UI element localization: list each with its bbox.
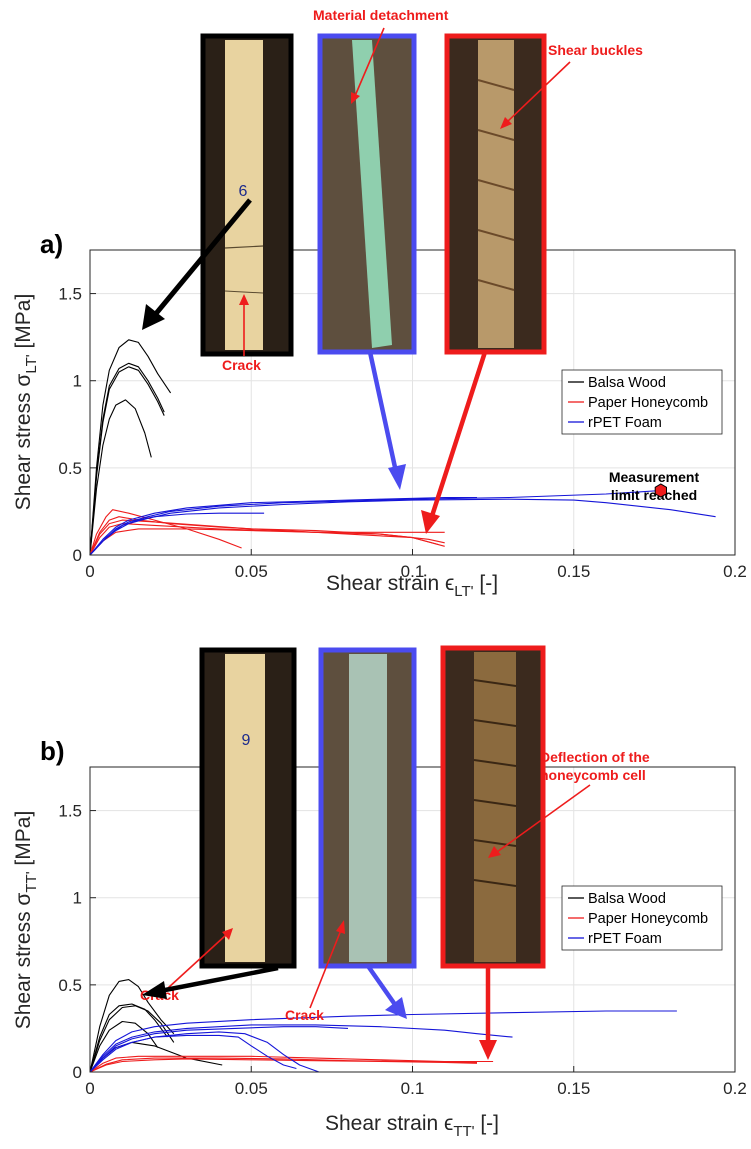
y-tick-label-b: 0: [73, 1063, 82, 1082]
honeycomb-specimen-photo-a: [444, 33, 547, 355]
x-axis-label-b: Shear strain ϵTT' [-]: [325, 1112, 499, 1140]
series-line-paper-honeycomb-b-5: [89, 1055, 494, 1073]
series-b: [89, 979, 677, 1073]
x-axis-label-a: Shear strain ϵLT' [-]: [326, 572, 498, 600]
rpet-specimen-photo-a: [317, 33, 417, 355]
x-tick-label-a: 0.1: [401, 562, 425, 581]
annotation-shear-buckles: Shear buckles: [548, 42, 643, 58]
y-tick-label-b: 0.5: [58, 976, 82, 995]
series-line-rpet-foam-a-11: [89, 512, 265, 556]
legend-b: Balsa Wood Paper Honeycomb rPET Foam: [561, 885, 723, 951]
annotation-crack-a: Crack: [222, 357, 261, 373]
legend-label-rpet-a: rPET Foam: [588, 415, 662, 431]
annotation-material-detachment: Material detachment: [313, 7, 449, 23]
annotation-deflection-line2: honeycomb cell: [540, 767, 646, 783]
series-line-rpet-foam-b-8: [89, 1010, 677, 1073]
y-tick-label-b: 1.5: [58, 802, 82, 821]
annotation-crack-b2: Crack: [285, 1007, 324, 1023]
series-line-balsa-wood-a-2: [89, 366, 165, 556]
panel-a: 0 0.05 0.1 0.15 0.2 0 0.5 1 1.5 a) Shear strain …: [12, 7, 747, 600]
panel-b: 0 0.05 0.1 0.15 0.2 0 0.5 1 1.5 b) Shear strain …: [12, 645, 747, 1140]
series-a: [89, 339, 716, 556]
balsa-specimen-photo-a: 6: [200, 33, 294, 357]
legend-label-honeycomb-a: Paper Honeycomb: [588, 395, 708, 411]
series-line-balsa-wood-b-1: [89, 1003, 168, 1073]
balsa-specimen-photo-b: 9: [199, 647, 297, 969]
y-tick-label-b: 1: [73, 889, 82, 908]
series-line-rpet-foam-b-10: [89, 1026, 349, 1073]
y-tick-label-a: 0.5: [58, 459, 82, 478]
x-tick-label-a: 0.05: [235, 562, 268, 581]
y-axis-label-b: Shear stress σTT' [MPa]: [12, 811, 40, 1030]
series-line-paper-honeycomb-a-4: [89, 509, 242, 556]
legend-label-honeycomb-b: Paper Honeycomb: [588, 911, 708, 927]
ticks-a: 0 0.05 0.1 0.15 0.2 0 0.5 1 1.5: [58, 285, 746, 581]
arrows-b: [142, 784, 591, 1060]
series-line-rpet-foam-b-12: [89, 1031, 320, 1073]
y-tick-label-a: 1.5: [58, 285, 82, 304]
legend-label-balsa-a: Balsa Wood: [588, 375, 666, 391]
rpet-specimen-photo-b: [318, 647, 417, 969]
legend-a: Balsa Wood Paper Honeycomb rPET Foam: [561, 369, 723, 435]
y-tick-label-a: 0: [73, 546, 82, 565]
series-line-balsa-wood-b-2: [89, 1005, 175, 1073]
series-line-paper-honeycomb-b-7: [89, 1058, 478, 1073]
x-tick-label-a: 0.2: [723, 562, 747, 581]
series-line-balsa-wood-a-3: [89, 399, 152, 556]
x-tick-label-b: 0.1: [401, 1079, 425, 1098]
y-tick-label-a: 1: [73, 372, 82, 391]
measurement-limit-marker: [654, 483, 667, 498]
series-line-rpet-foam-b-9: [89, 1024, 513, 1073]
panel-label-a: a): [40, 229, 63, 259]
legend-box-a: [561, 369, 723, 435]
series-line-rpet-foam-b-11: [89, 1034, 297, 1073]
series-line-rpet-foam-a-10: [89, 498, 716, 556]
x-tick-label-a: 0.15: [557, 562, 590, 581]
annotation-measurement-line2: limit reached: [611, 487, 697, 503]
series-line-balsa-wood-b-0: [89, 979, 175, 1073]
honeycomb-specimen-photo-b: [440, 645, 546, 969]
x-tick-label-b: 0: [85, 1079, 94, 1098]
x-tick-label-a: 0: [85, 562, 94, 581]
panel-label-b: b): [40, 736, 65, 766]
legend-label-rpet-b: rPET Foam: [588, 931, 662, 947]
series-line-rpet-foam-a-9: [89, 489, 661, 556]
x-tick-label-b: 0.2: [723, 1079, 747, 1098]
legend-label-balsa-b: Balsa Wood: [588, 891, 666, 907]
annotation-measurement-line1: Measurement: [609, 469, 700, 485]
x-tick-label-b: 0.05: [235, 1079, 268, 1098]
x-tick-label-b: 0.15: [557, 1079, 590, 1098]
legend-box-b: [561, 885, 723, 951]
svg-text:6: 6: [239, 183, 248, 200]
ticks-b: 0 0.05 0.1 0.15 0.2 0 0.5 1 1.5: [58, 802, 746, 1098]
y-axis-label-a: Shear stress σLT' [MPa]: [12, 294, 40, 511]
annotation-deflection-line1: Deflection of the: [540, 749, 650, 765]
series-line-balsa-wood-a-0: [89, 339, 172, 556]
series-line-rpet-foam-a-12: [89, 496, 477, 556]
svg-text:9: 9: [242, 732, 251, 749]
arrows-a: [142, 27, 571, 534]
series-line-paper-honeycomb-a-7: [89, 523, 439, 556]
